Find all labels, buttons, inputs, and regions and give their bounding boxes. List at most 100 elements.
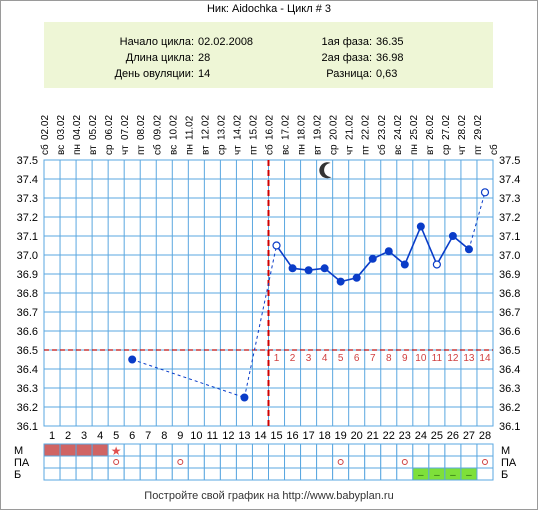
row-cell [123, 467, 141, 481]
day-number-label: 18 [319, 430, 331, 442]
weekday-label: пн [72, 144, 83, 155]
phase2-value: 36.98 [376, 52, 404, 64]
y-tick-label-left: 36.2 [17, 402, 38, 414]
row-cell [380, 443, 398, 457]
row-cell [75, 455, 93, 469]
y-tick-label-left: 36.6 [17, 326, 38, 338]
phase-day-label: 14 [479, 353, 491, 364]
row-cell [300, 455, 318, 469]
row-cell [107, 467, 125, 481]
date-label: 21.02 [345, 115, 356, 140]
row-cell [91, 443, 109, 457]
row-cell [364, 443, 382, 457]
ovulation-day-value: 14 [198, 68, 211, 80]
row-label-left: ПА [14, 457, 30, 469]
weekday-label: ср [329, 144, 340, 155]
day-number-label: 15 [270, 430, 282, 442]
date-label: 09.02 [152, 115, 163, 140]
row-cell [139, 467, 157, 481]
row-cell [444, 455, 462, 469]
row-cell [476, 443, 494, 457]
date-label: 23.02 [377, 115, 388, 140]
phase1-value: 36.35 [376, 36, 404, 48]
row-cell [219, 443, 237, 457]
symptom-rows: М М★ПА ПАБ Б– – – – [14, 443, 517, 481]
temperature-point [320, 264, 329, 273]
row-cell [91, 467, 109, 481]
phase-day-label: 2 [290, 353, 296, 364]
weekday-label: пт [248, 145, 259, 155]
row-cell [187, 443, 205, 457]
date-label: 08.02 [136, 115, 147, 140]
y-tick-label-right: 37.4 [499, 174, 520, 186]
row-cell [284, 443, 302, 457]
row-cell [268, 467, 286, 481]
date-label: 22.02 [361, 115, 372, 140]
date-label: 07.02 [120, 115, 131, 140]
row-cell [203, 467, 221, 481]
phase-day-label: 12 [447, 353, 459, 364]
row-cell [316, 455, 334, 469]
day-number-label: 28 [479, 430, 491, 442]
y-tick-label-left: 37.4 [17, 174, 38, 186]
cycle-length-value: 28 [198, 52, 211, 64]
row-cell [91, 455, 109, 469]
row-cell [203, 443, 221, 457]
temperature-point-open [272, 241, 281, 250]
day-number-label: 4 [97, 430, 103, 442]
row-cell [155, 455, 173, 469]
phase-day-label: 6 [354, 353, 360, 364]
date-label: 10.02 [168, 115, 179, 140]
row-cell [235, 443, 253, 457]
weekday-label: ср [104, 144, 115, 155]
y-tick-label-right: 36.6 [499, 326, 520, 338]
row-cell [43, 455, 61, 469]
temperature-point [304, 266, 313, 275]
weekday-label: сб [151, 144, 163, 155]
chart-title: Ник: Aidochka - Цикл # 3 [206, 3, 332, 15]
y-tick-label-left: 37.0 [17, 250, 38, 262]
y-tick-label-left: 37.3 [17, 193, 38, 205]
row-cell [75, 467, 93, 481]
row-cell [412, 443, 430, 457]
row-cell [155, 467, 173, 481]
y-tick-label-left: 36.5 [17, 345, 38, 357]
day-number-label: 21 [367, 430, 379, 442]
date-label: 28.02 [457, 115, 468, 140]
day-number-label: 12 [222, 430, 234, 442]
test-mark: – [450, 470, 456, 481]
y-tick-label-right: 36.9 [499, 269, 520, 281]
row-cell [364, 467, 382, 481]
row-cell [139, 455, 157, 469]
row-cell [316, 467, 334, 481]
day-number-label: 3 [81, 430, 87, 442]
phase-day-label: 3 [306, 353, 312, 364]
y-tick-label-right: 37.0 [499, 250, 520, 262]
test-mark: – [418, 470, 424, 481]
date-label: 12.02 [200, 115, 211, 140]
day-number-label: 22 [383, 430, 395, 442]
day-number-label: 7 [145, 430, 151, 442]
row-cell [268, 455, 286, 469]
weekday-label: сб [264, 144, 276, 155]
row-cell [123, 455, 141, 469]
row-cell [187, 467, 205, 481]
weekday-label: вс [281, 145, 292, 155]
row-cell [332, 443, 350, 457]
weekday-label: пн [297, 144, 308, 155]
phase-day-label: 7 [370, 353, 376, 364]
row-cell [43, 467, 61, 481]
y-tick-label-right: 36.7 [499, 307, 520, 319]
y-tick-label-right: 37.3 [499, 193, 520, 205]
y-tick-label-right: 37.5 [499, 155, 520, 167]
temperature-point [384, 247, 393, 256]
series-dashed-segment [468, 192, 486, 250]
y-tick-label-right: 36.1 [499, 421, 520, 433]
weekday-label: сб [39, 144, 51, 155]
date-label: 17.02 [281, 115, 292, 140]
date-label: 27.02 [441, 115, 452, 140]
temperature-point-open [432, 260, 441, 269]
day-number-label: 11 [207, 430, 218, 442]
row-label-right: Б [501, 469, 508, 481]
day-number-label: 6 [129, 430, 135, 442]
